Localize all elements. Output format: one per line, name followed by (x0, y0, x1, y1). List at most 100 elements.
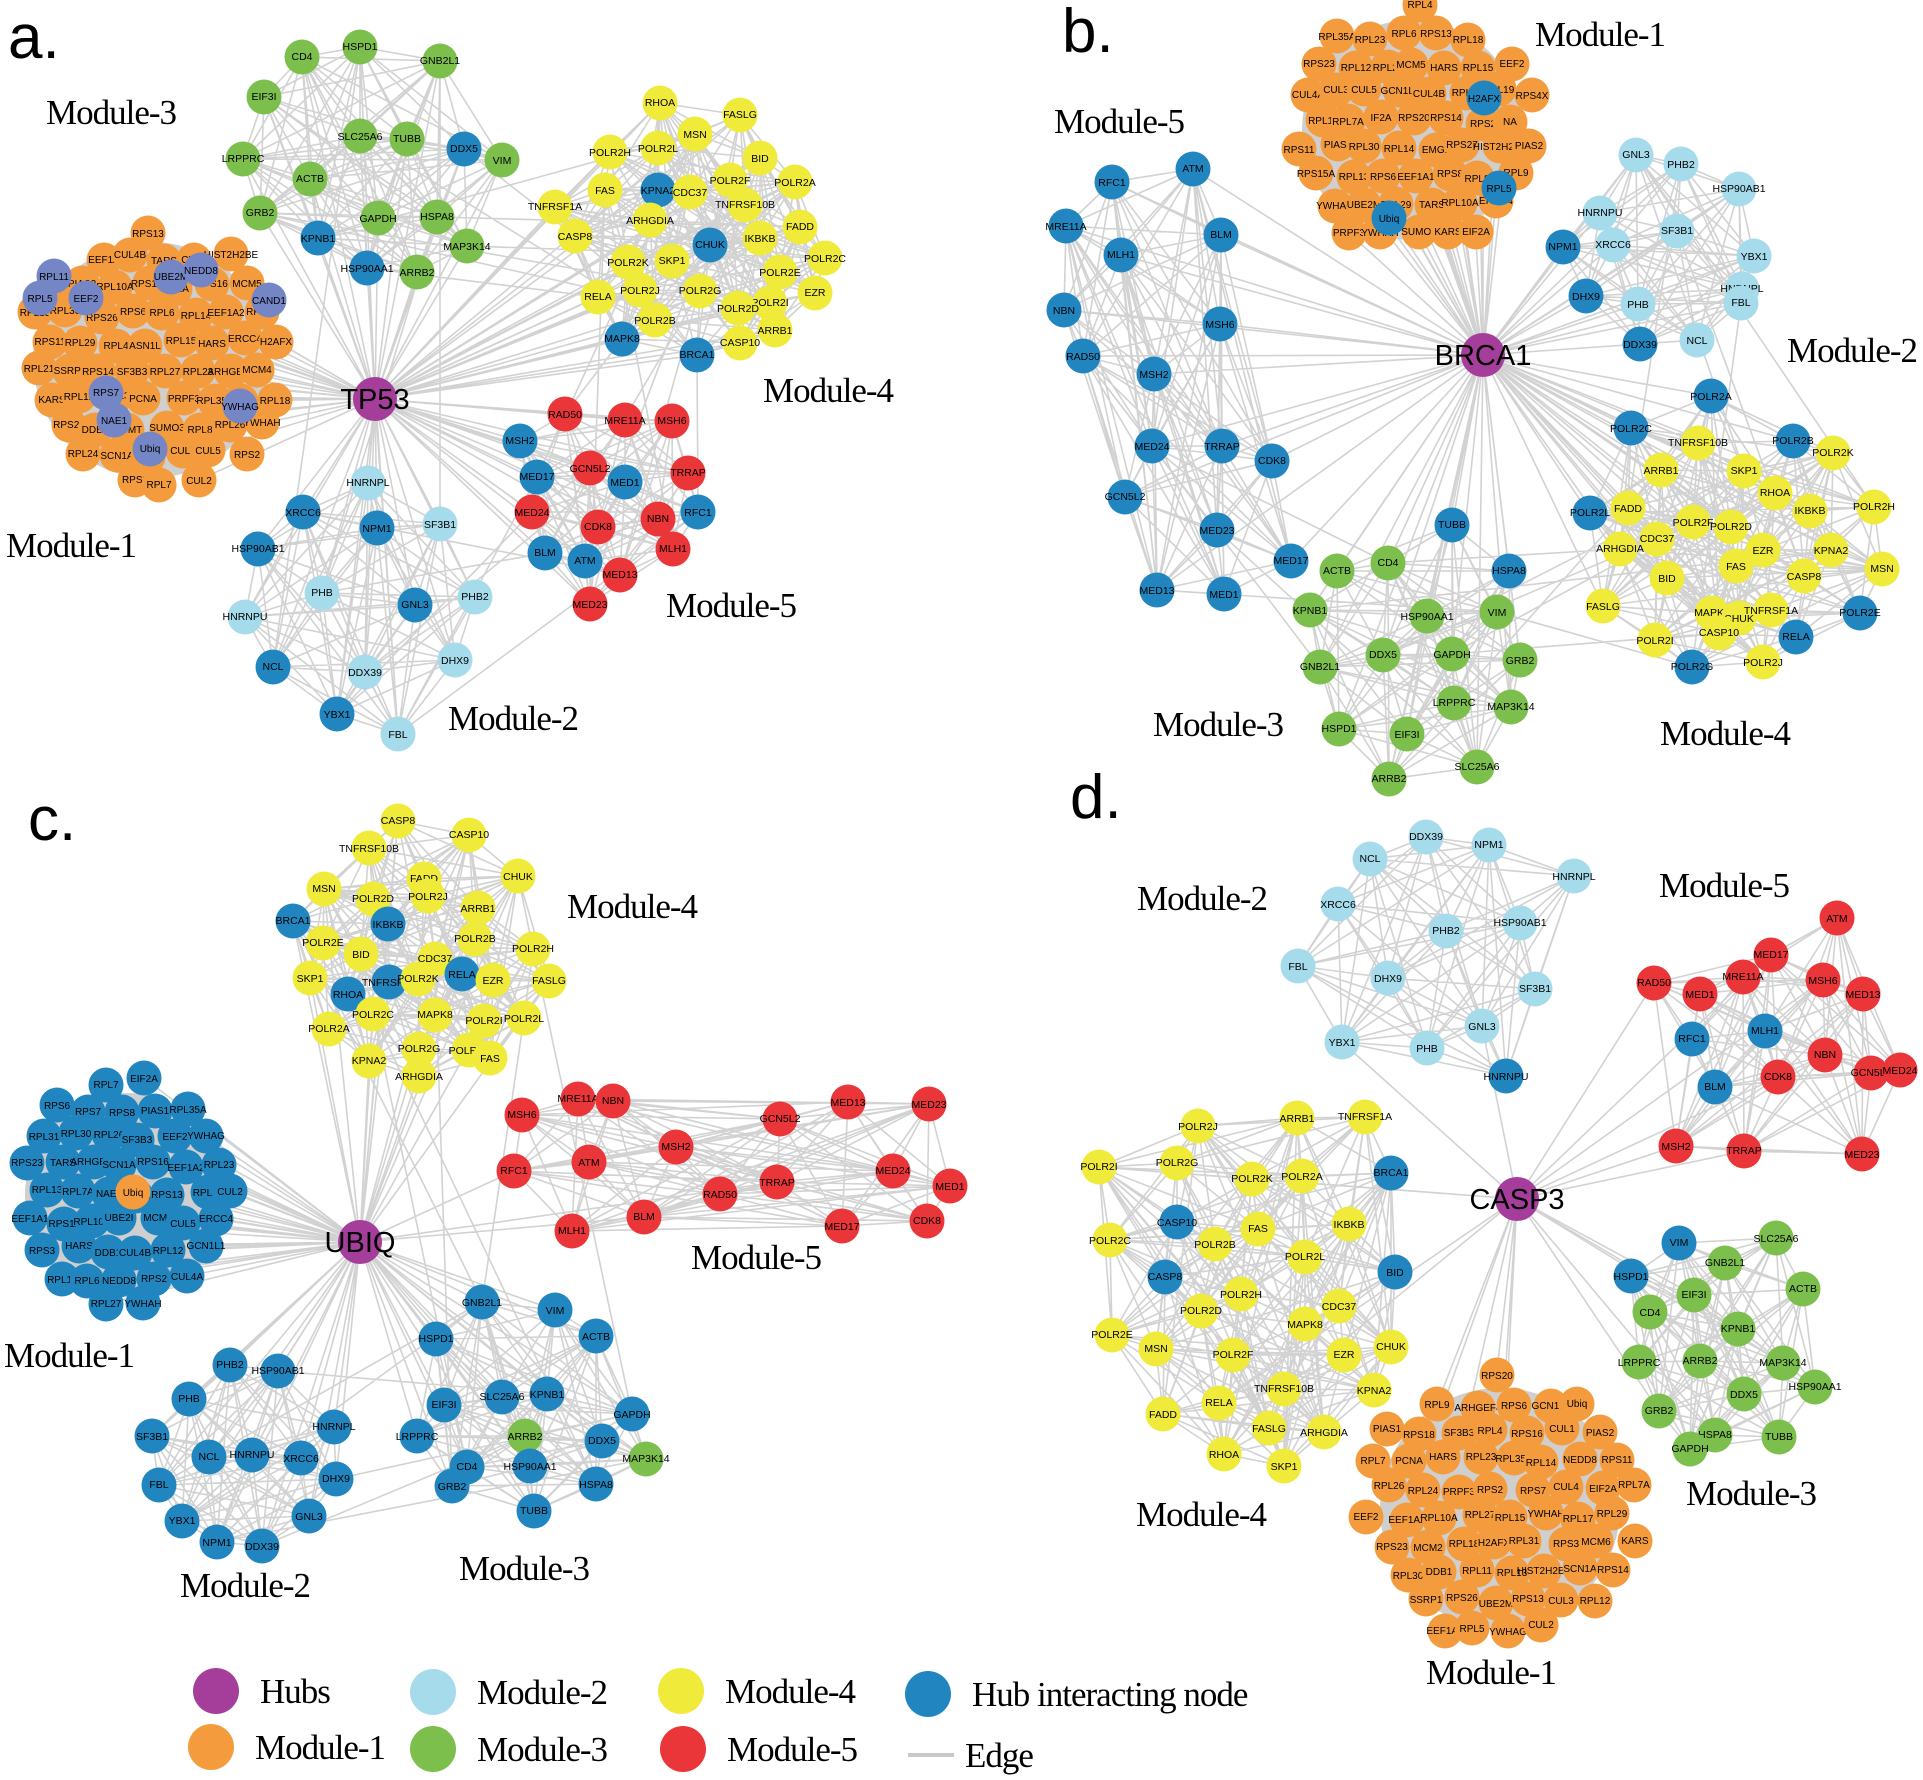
svg-text:CUL4: CUL4 (1553, 1482, 1579, 1493)
svg-text:RPL35A: RPL35A (196, 396, 234, 407)
svg-text:POLR2C: POLR2C (804, 253, 846, 265)
svg-text:UBE2M: UBE2M (1479, 1599, 1513, 1610)
svg-text:CHUK: CHUK (503, 871, 533, 883)
svg-text:DDB1: DDB1 (1426, 1567, 1453, 1578)
svg-text:RPL26: RPL26 (215, 420, 246, 431)
svg-text:MCM4: MCM4 (143, 1213, 173, 1224)
svg-text:RPL15: RPL15 (1463, 63, 1494, 74)
svg-text:UBE2M: UBE2M (1347, 200, 1381, 211)
svg-text:POLR2C: POLR2C (352, 1009, 394, 1021)
svg-text:FAS: FAS (1726, 561, 1746, 573)
svg-text:XRCC6: XRCC6 (1595, 239, 1631, 251)
svg-text:DDX5: DDX5 (1369, 649, 1397, 661)
svg-text:MED23: MED23 (572, 599, 607, 611)
svg-text:NCL: NCL (198, 1451, 219, 1463)
svg-text:RPL4: RPL4 (1407, 0, 1432, 11)
svg-text:RPL29: RPL29 (1597, 1509, 1628, 1520)
svg-text:ARRB1: ARRB1 (460, 903, 495, 915)
svg-text:NAE1: NAE1 (101, 416, 128, 427)
svg-text:RPS8: RPS8 (122, 475, 149, 486)
svg-text:FASLG: FASLG (1586, 601, 1620, 613)
svg-text:CAND1: CAND1 (252, 296, 286, 307)
svg-text:RPL26: RPL26 (94, 1130, 125, 1141)
svg-text:PHB2: PHB2 (216, 1359, 244, 1371)
svg-text:HNRNPU: HNRNPU (223, 611, 268, 623)
svg-text:CASP10: CASP10 (1157, 1217, 1197, 1229)
svg-text:PRPF3: PRPF3 (1333, 228, 1366, 239)
svg-text:RPL26: RPL26 (1374, 1481, 1405, 1492)
svg-text:KARS: KARS (1434, 227, 1462, 238)
svg-text:MED1: MED1 (1685, 989, 1714, 1001)
svg-text:POLR2D: POLR2D (1180, 1305, 1222, 1317)
svg-text:RPL35A: RPL35A (169, 1105, 207, 1116)
svg-text:XRCC6: XRCC6 (285, 507, 321, 519)
svg-text:TUBB: TUBB (393, 133, 421, 145)
svg-text:GAPDH: GAPDH (1671, 1443, 1708, 1455)
svg-text:SCN1A: SCN1A (1563, 1564, 1597, 1575)
svg-text:GCN5L2: GCN5L2 (760, 1113, 801, 1125)
svg-text:EEF1A2: EEF1A2 (167, 1163, 205, 1174)
svg-text:POLR2K: POLR2K (1231, 1173, 1272, 1185)
svg-text:NPM1: NPM1 (362, 523, 391, 535)
svg-text:RFC1: RFC1 (1098, 177, 1126, 189)
svg-text:POLR2H: POLR2H (1853, 501, 1895, 513)
svg-text:YBX1: YBX1 (169, 1515, 196, 1527)
svg-text:EEF2: EEF2 (162, 1132, 187, 1143)
svg-text:RPS16: RPS16 (196, 279, 228, 290)
svg-text:RPS6: RPS6 (1370, 172, 1397, 183)
svg-text:MLH1: MLH1 (1751, 1025, 1779, 1037)
svg-text:RPL7A: RPL7A (1332, 117, 1364, 128)
svg-text:VIM: VIM (1488, 607, 1507, 619)
svg-text:RPS20: RPS20 (1398, 113, 1430, 124)
svg-text:ARHGDIA: ARHGDIA (626, 215, 674, 227)
svg-text:HNRNPU: HNRNPU (1578, 207, 1623, 219)
svg-text:MED17: MED17 (1753, 949, 1788, 961)
svg-text:RPS11: RPS11 (1284, 145, 1315, 156)
svg-text:RHOA: RHOA (1209, 1449, 1239, 1461)
svg-text:PHB: PHB (1627, 299, 1649, 311)
svg-text:RPS2: RPS2 (1470, 119, 1497, 130)
svg-text:GCN1L1: GCN1L1 (1532, 1401, 1571, 1412)
svg-text:POLR2H: POLR2H (512, 943, 554, 955)
svg-text:FBL: FBL (149, 1479, 168, 1491)
svg-text:MAP3K14: MAP3K14 (1759, 1357, 1806, 1369)
svg-text:DHX9: DHX9 (441, 655, 469, 667)
svg-text:POLR2J: POLR2J (620, 285, 660, 297)
svg-text:MCM4: MCM4 (242, 365, 272, 376)
svg-text:RPS2: RPS2 (141, 1274, 168, 1285)
svg-text:CUL3: CUL3 (1548, 1596, 1574, 1607)
svg-text:TUBB: TUBB (520, 1505, 548, 1517)
svg-text:TNFRSF10B: TNFRSF10B (339, 843, 399, 855)
svg-text:FAS: FAS (1248, 1223, 1268, 1235)
svg-text:HSPD1: HSPD1 (1321, 723, 1356, 735)
svg-text:GCN5L2: GCN5L2 (570, 463, 611, 475)
svg-text:TNFRSF10B: TNFRSF10B (1668, 437, 1728, 449)
svg-text:MSH6: MSH6 (657, 415, 686, 427)
svg-text:CUL2: CUL2 (186, 476, 212, 487)
svg-text:RPL30: RPL30 (1393, 1571, 1424, 1582)
svg-text:PRPF3: PRPF3 (168, 394, 201, 405)
svg-text:ARHGEF4: ARHGEF4 (1454, 1403, 1502, 1414)
svg-text:POLR2B: POLR2B (634, 315, 675, 327)
svg-text:POLR2E: POLR2E (1839, 607, 1880, 619)
svg-text:SLC25A6: SLC25A6 (480, 1391, 525, 1403)
svg-text:EIF3I: EIF3I (1394, 729, 1419, 741)
svg-text:PHB2: PHB2 (1432, 925, 1460, 937)
svg-text:ATM: ATM (1182, 163, 1203, 175)
svg-text:HSPD1: HSPD1 (418, 1333, 453, 1345)
svg-text:RPL5: RPL5 (1459, 1624, 1484, 1635)
svg-text:TRRAP: TRRAP (1726, 1145, 1762, 1157)
svg-text:YWHAH: YWHAH (1361, 228, 1398, 239)
svg-text:Module-2: Module-2 (180, 1566, 310, 1605)
svg-text:POLR2I: POLR2I (465, 1015, 502, 1027)
svg-text:RPS26: RPS26 (1446, 1593, 1478, 1604)
svg-text:FADD: FADD (1614, 503, 1642, 515)
svg-text:RPL31: RPL31 (1509, 1536, 1540, 1547)
svg-text:CDK8: CDK8 (1764, 1071, 1792, 1083)
svg-text:CASP8: CASP8 (1148, 1271, 1183, 1283)
svg-text:MCM2: MCM2 (1413, 1543, 1443, 1554)
svg-text:Module-1: Module-1 (4, 1336, 134, 1375)
svg-text:SLC25A6: SLC25A6 (1455, 761, 1500, 773)
svg-text:KPNB1: KPNB1 (301, 233, 336, 245)
svg-text:EMG1: EMG1 (1422, 145, 1451, 156)
